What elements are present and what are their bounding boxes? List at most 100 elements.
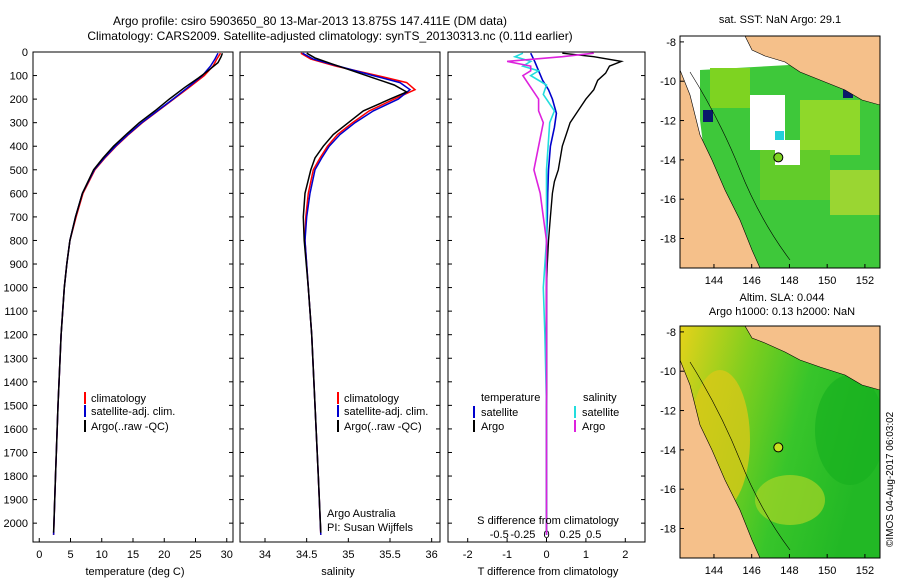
depth-tick-label: 500	[10, 165, 28, 177]
depth-tick-label: 200	[10, 94, 28, 106]
sla-argo-position	[773, 442, 784, 453]
legend-s-satellite: satellite	[582, 407, 619, 419]
sst-cyan-pixel	[775, 131, 784, 140]
depth-tick-label: 1300	[4, 353, 28, 365]
series-s-diff-argo	[506, 52, 594, 535]
lat-tick-label: -10	[660, 76, 676, 88]
depth-tick-label: 1700	[4, 447, 28, 459]
legend-s-argo: Argo	[582, 421, 605, 433]
x-tick-label: 0	[36, 549, 42, 561]
lon-tick-label: 148	[780, 565, 798, 577]
legend-satellite: satellite-adj. clim.	[344, 406, 428, 418]
depth-tick-label: 0	[22, 47, 28, 59]
figure-title: Argo profile: csiro 5903650_80 13-Mar-20…	[113, 14, 507, 28]
lon-tick-label: 144	[705, 275, 723, 287]
x-tick-label: 35	[342, 549, 354, 561]
sst-patch-b	[800, 100, 860, 155]
s-tick-label: 0	[543, 529, 549, 541]
x-tick-label: 10	[96, 549, 108, 561]
depth-tick-label: 1400	[4, 377, 28, 389]
sst-map-frame	[679, 35, 881, 269]
difference-x-axis: -2 -1 0 1 2 -0.5 -0.25 0 0.25 0.5	[463, 529, 629, 561]
sst-map	[680, 36, 880, 268]
temperature-x-axis: 0 5 10 15 20 25 30	[36, 538, 233, 561]
lon-tick-label: 148	[780, 275, 798, 287]
legend-salinity-heading: salinity	[583, 392, 617, 404]
lat-tick-label: -8	[666, 37, 676, 49]
sst-patch-d	[830, 170, 880, 215]
legend-satellite: satellite-adj. clim.	[91, 406, 175, 418]
annotation-pi: PI: Susan Wijffels	[327, 522, 413, 534]
x-tick-label: -1	[502, 549, 512, 561]
temperature-legend: climatology satellite-adj. clim. Argo(..…	[84, 392, 175, 433]
series-s-diff-satellite	[512, 52, 556, 535]
depth-tick-label: 100	[10, 71, 28, 83]
sst-land-capeyork	[680, 69, 761, 268]
annotation-argo-australia: Argo Australia	[327, 508, 396, 520]
depth-tick-label: 900	[10, 259, 28, 271]
sst-darkblue-pixel-2	[703, 110, 713, 122]
legend-t-satellite: satellite	[481, 407, 518, 419]
sst-map-axes: 144 146 148 150 152 -8 -10 -12 -14 -16 -18	[660, 37, 874, 287]
x-tick-label: 25	[189, 549, 201, 561]
depth-tick-label: 2000	[4, 518, 28, 530]
sla-map	[680, 326, 880, 558]
temperature-lines	[52, 52, 224, 535]
series-temp-argo	[52, 52, 224, 533]
x-tick-label: 1	[583, 549, 589, 561]
salinity-x-axis: 34 34.5 35 35.5 36	[259, 538, 438, 561]
salinity-legend: climatology satellite-adj. clim. Argo(..…	[337, 392, 428, 433]
s-tick-label: -0.25	[510, 529, 535, 541]
depth-tick-label: 700	[10, 212, 28, 224]
depth-tick-label: 1500	[4, 400, 28, 412]
sst-argo-position	[773, 152, 784, 163]
x-tick-label: 34.5	[296, 549, 317, 561]
t-difference-xlabel: T difference from climatology	[478, 566, 619, 578]
depth-tick-label: 1900	[4, 495, 28, 507]
salinity-panel	[239, 51, 441, 543]
depth-tick-label: 1600	[4, 424, 28, 436]
difference-lines	[506, 52, 624, 535]
lat-tick-label: -12	[660, 116, 676, 128]
lon-tick-label: 144	[705, 565, 723, 577]
legend-argo: Argo(..raw -QC)	[344, 421, 422, 433]
sla-map-frame	[679, 325, 881, 559]
x-tick-label: 34	[259, 549, 271, 561]
sst-land-png	[744, 36, 880, 106]
legend-climatology: climatology	[344, 393, 400, 405]
sla-mid-a	[755, 475, 825, 525]
lon-tick-label: 150	[818, 275, 836, 287]
lat-tick-label: -16	[660, 484, 676, 496]
series-sal-satellite	[302, 52, 412, 535]
sst-isobath	[689, 71, 791, 261]
depth-tick-label: 1000	[4, 283, 28, 295]
legend-temperature-heading: temperature	[481, 392, 540, 404]
s-tick-label: 0.25	[559, 529, 580, 541]
lat-tick-label: -14	[660, 155, 676, 167]
salinity-xlabel: salinity	[321, 566, 355, 578]
lat-tick-label: -18	[660, 234, 676, 246]
x-tick-label: -2	[463, 549, 473, 561]
x-tick-label: 30	[221, 549, 233, 561]
depth-tick-label: 400	[10, 141, 28, 153]
lon-tick-label: 150	[818, 565, 836, 577]
sla-land-capeyork	[680, 359, 761, 558]
lat-tick-label: -18	[660, 524, 676, 536]
sla-map-title-2: Argo h1000: 0.13 h2000: NaN	[709, 306, 855, 318]
depth-tick-label: 300	[10, 118, 28, 130]
lat-tick-label: -12	[660, 406, 676, 418]
sla-low-a	[815, 375, 880, 485]
sst-map-title: sat. SST: NaN Argo: 29.1	[719, 14, 841, 26]
s-tick-label: -0.5	[490, 529, 509, 541]
lon-tick-label: 152	[856, 275, 874, 287]
lat-tick-label: -16	[660, 194, 676, 206]
depth-tick-label: 1100	[4, 306, 28, 318]
imos-stamp: ©IMOS 04-Aug-2017 06:03:02	[885, 411, 896, 547]
x-tick-label: 36	[426, 549, 438, 561]
legend-argo: Argo(..raw -QC)	[91, 421, 169, 433]
x-tick-label: 35.5	[379, 549, 400, 561]
sst-patch-a	[710, 68, 750, 108]
sla-isobath	[689, 361, 791, 551]
lat-tick-label: -8	[666, 327, 676, 339]
lat-tick-label: -14	[660, 445, 676, 457]
